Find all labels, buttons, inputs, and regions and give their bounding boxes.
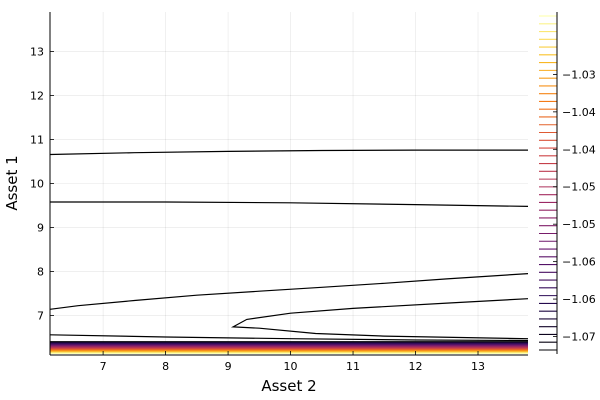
contour-line bbox=[49, 273, 529, 310]
colorbar-tick-label: −1.03 bbox=[562, 68, 596, 81]
contour-lines bbox=[49, 149, 529, 342]
colorbar-tick-label: −1.04 bbox=[562, 106, 596, 119]
colorbar-tick-label: −1.04 bbox=[562, 143, 596, 156]
y-tick-label: 7 bbox=[37, 309, 44, 322]
contour-line bbox=[49, 149, 528, 156]
grid-lines bbox=[50, 12, 528, 355]
y-tick-label: 13 bbox=[30, 46, 44, 59]
colorbar-tick-label: −1.05 bbox=[562, 218, 596, 231]
x-axis-ticks: 7 8 9 10 11 12 13 bbox=[100, 351, 485, 373]
x-axis-label: Asset 2 bbox=[261, 377, 316, 395]
x-tick-label: 9 bbox=[225, 360, 232, 373]
y-tick-label: 10 bbox=[30, 178, 44, 191]
colorbar: −1.07 −1.06 −1.06 −1.05 −1.05 −1.04 −1.04 −1.03 bbox=[539, 12, 596, 354]
colorbar-tick-label: −1.06 bbox=[562, 293, 596, 306]
y-axis-label: Asset 1 bbox=[3, 155, 21, 210]
contour-bands bbox=[50, 341, 528, 354]
x-tick-label: 7 bbox=[100, 360, 107, 373]
x-tick-label: 8 bbox=[162, 360, 169, 373]
y-tick-label: 12 bbox=[30, 90, 44, 103]
colorbar-tick-label: −1.07 bbox=[562, 331, 596, 344]
colorbar-tick-label: −1.06 bbox=[562, 256, 596, 269]
y-axis-ticks: 7 8 9 10 11 12 13 bbox=[30, 46, 54, 322]
colorbar-tick-label: −1.05 bbox=[562, 181, 596, 194]
x-tick-label: 11 bbox=[346, 360, 360, 373]
x-tick-label: 12 bbox=[409, 360, 423, 373]
y-tick-label: 8 bbox=[37, 265, 44, 278]
contour-line bbox=[230, 298, 529, 340]
y-tick-label: 11 bbox=[30, 134, 44, 147]
contour-line bbox=[50, 201, 529, 207]
y-tick-label: 9 bbox=[37, 221, 44, 234]
x-tick-label: 13 bbox=[471, 360, 485, 373]
x-tick-label: 10 bbox=[284, 360, 298, 373]
contour-line bbox=[49, 334, 529, 342]
